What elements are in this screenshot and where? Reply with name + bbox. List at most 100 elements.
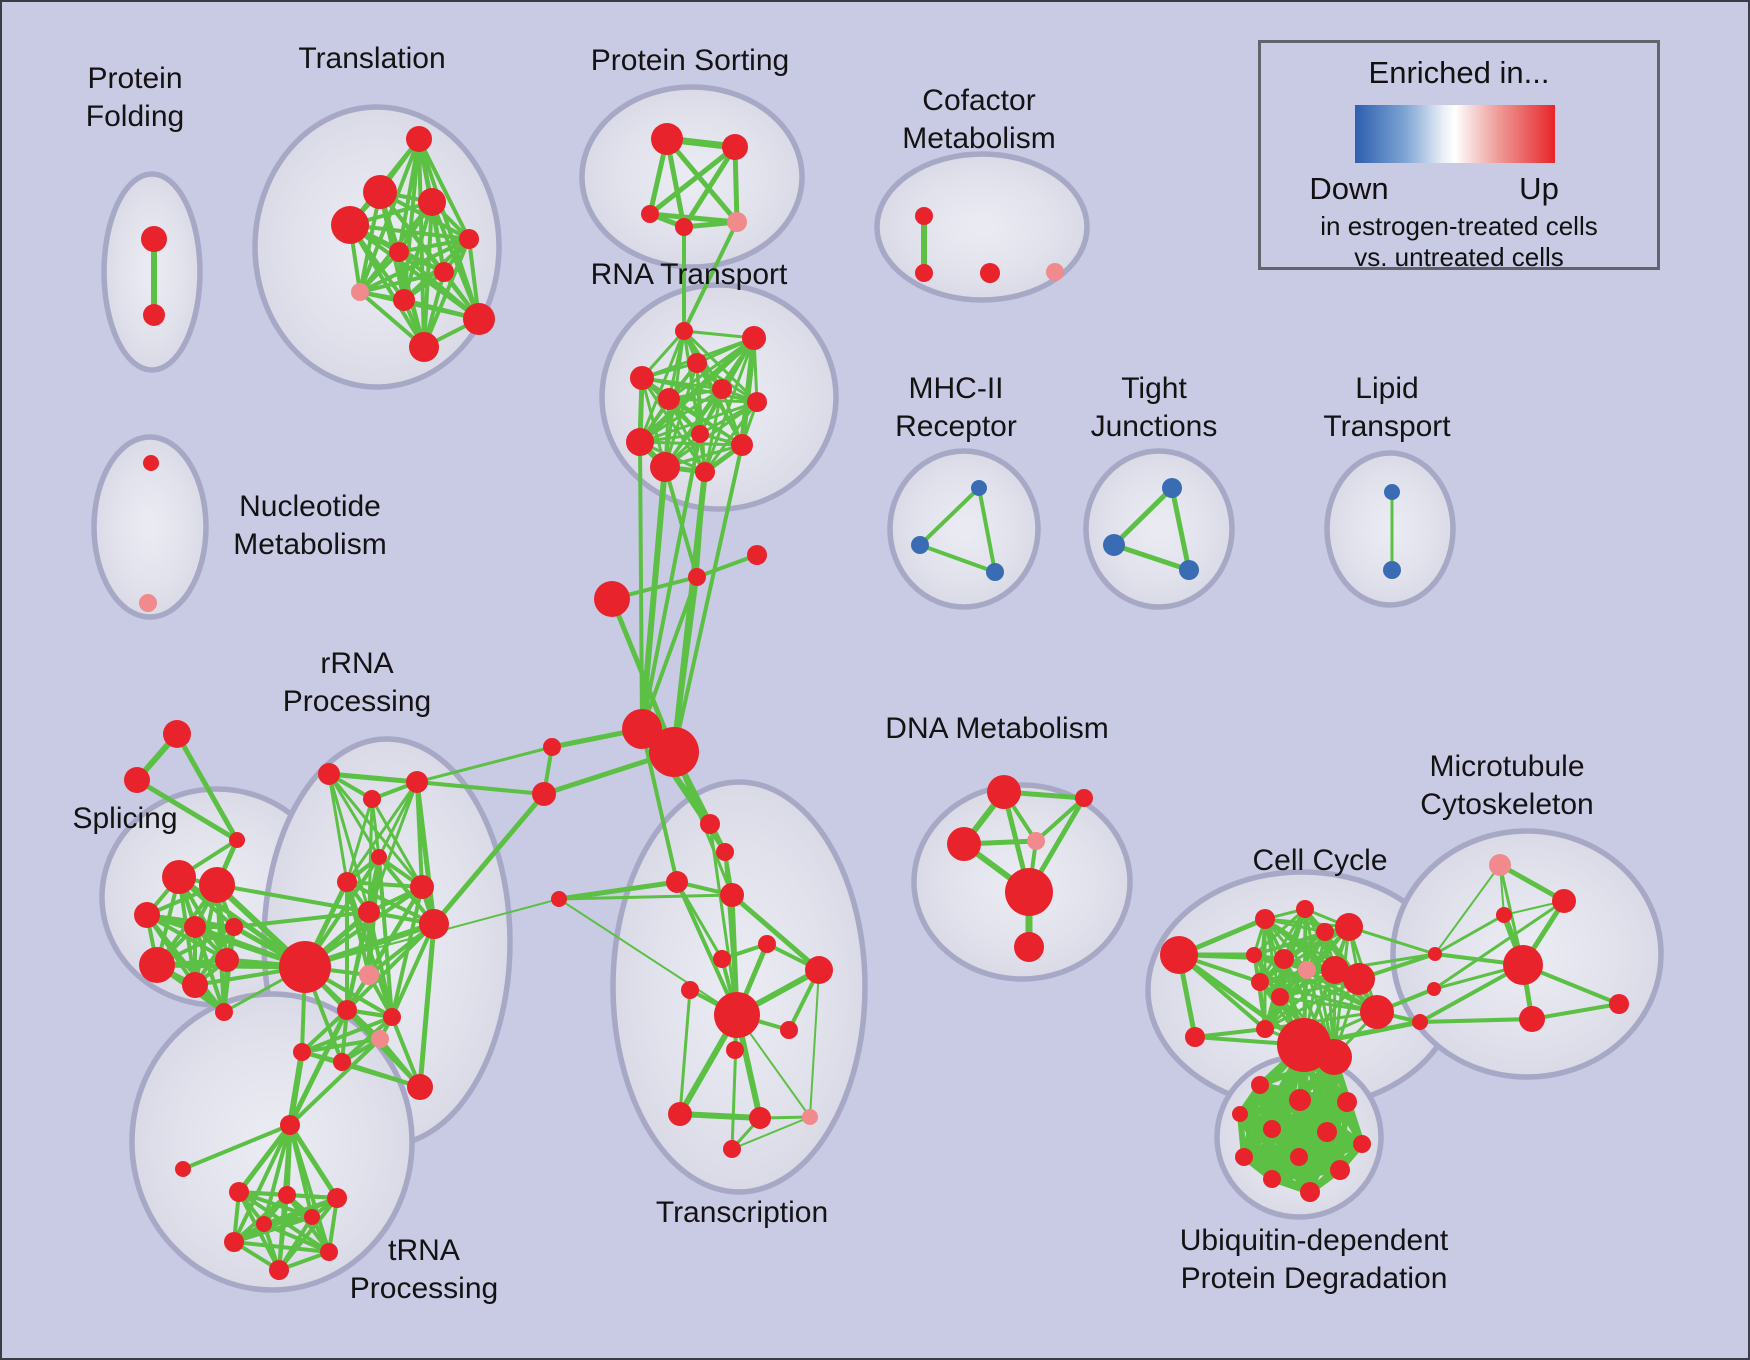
edge: [1193, 1027, 1267, 1039]
gene-set-node: [1075, 789, 1093, 807]
gene-set-node: [225, 918, 243, 936]
edge: [345, 780, 419, 884]
gene-set-node: [1335, 913, 1363, 941]
gene-set-node: [1296, 900, 1314, 918]
edge: [638, 440, 644, 731]
gene-set-node: [359, 965, 379, 985]
edge: [703, 387, 724, 474]
gene-set-node: [406, 771, 428, 793]
gene-set-node: [1274, 949, 1294, 969]
gene-set-node: [333, 1053, 351, 1071]
gene-set-node: [143, 455, 159, 471]
legend-box: Enriched in... Down Up in estrogen-treat…: [1258, 40, 1660, 272]
gene-set-node: [320, 1243, 338, 1261]
gene-set-node: [1353, 1135, 1371, 1153]
gene-set-node: [371, 849, 387, 865]
gene-set-node: [175, 1161, 191, 1177]
gene-set-node: [1160, 936, 1198, 974]
gene-set-node: [1103, 534, 1125, 556]
nodes-layer: [124, 123, 1629, 1280]
gene-set-node: [358, 901, 380, 923]
gene-set-node: [371, 1030, 389, 1048]
edge: [672, 575, 699, 754]
edge: [675, 880, 739, 1017]
gene-set-node: [215, 1003, 233, 1021]
gene-set-node: [700, 814, 720, 834]
edge: [640, 432, 702, 731]
gene-set-node: [986, 563, 1004, 581]
gene-set-node: [1519, 1006, 1545, 1032]
gene-set-node: [1185, 1027, 1205, 1047]
gene-set-node: [695, 462, 715, 482]
edge: [1497, 862, 1567, 904]
edge: [1263, 977, 1361, 1031]
gene-set-node: [1246, 947, 1262, 963]
edge: [1269, 1167, 1343, 1182]
edge: [287, 1049, 305, 1128]
gene-set-node: [713, 950, 731, 968]
edge: [181, 1123, 292, 1171]
edge: [174, 731, 240, 843]
gene-set-node: [1428, 947, 1442, 961]
gene-set-node: [184, 916, 206, 938]
edge: [1034, 796, 1086, 843]
gene-set-node: [1290, 1148, 1308, 1166]
legend-gradient-bar: [1355, 105, 1555, 163]
gene-set-node: [551, 891, 567, 907]
edge: [677, 1111, 763, 1121]
edge: [672, 443, 744, 754]
edge: [358, 270, 446, 294]
gene-set-node: [1179, 560, 1199, 580]
gene-set-node: [407, 1074, 433, 1100]
edge: [640, 575, 699, 731]
edge: [809, 969, 820, 1118]
edge: [377, 780, 419, 859]
edge: [557, 893, 734, 901]
edge: [288, 1037, 382, 1127]
edge: [703, 336, 756, 474]
edge: [708, 822, 739, 1017]
edge: [370, 797, 424, 889]
edge: [918, 486, 981, 547]
gene-set-node: [1300, 1182, 1320, 1202]
gene-set-node: [279, 941, 331, 993]
edge: [414, 779, 437, 927]
gene-set-node: [758, 935, 776, 953]
gene-set-node: [649, 727, 699, 777]
gene-set-node: [532, 782, 556, 806]
edge: [262, 1222, 331, 1254]
gene-set-node: [1027, 832, 1045, 850]
edge: [236, 1122, 293, 1195]
gene-set-node: [1360, 995, 1394, 1029]
gene-set-node: [688, 568, 706, 586]
legend-caption-line1: in estrogen-treated cells: [1320, 211, 1598, 241]
gene-set-node: [1014, 932, 1044, 962]
gene-set-node: [304, 1209, 320, 1225]
gene-set-node: [463, 303, 495, 335]
gene-set-node: [224, 1232, 244, 1252]
legend-up-label: Up: [1519, 171, 1559, 206]
edge: [1111, 485, 1175, 548]
gene-set-node: [318, 763, 340, 785]
gene-set-node: [1263, 1120, 1281, 1138]
cluster-ellipse-transcription: [610, 779, 868, 1195]
gene-set-node: [280, 1115, 300, 1135]
edge: [664, 136, 740, 225]
edge: [558, 898, 738, 1016]
edge: [1432, 899, 1566, 991]
gene-set-node: [1256, 1020, 1274, 1038]
edge: [397, 237, 471, 254]
edge: [390, 922, 436, 1019]
legend-title: Enriched in...: [1368, 55, 1550, 90]
gene-set-node: [971, 480, 987, 496]
edge: [1169, 485, 1192, 573]
edge: [1252, 907, 1307, 957]
gene-set-node: [141, 226, 167, 252]
gene-set-node: [668, 1102, 692, 1126]
gene-set-node: [1005, 868, 1053, 916]
gene-set-node: [714, 992, 760, 1038]
edge: [609, 596, 677, 755]
edge: [262, 1196, 339, 1226]
gene-set-node: [691, 425, 709, 443]
